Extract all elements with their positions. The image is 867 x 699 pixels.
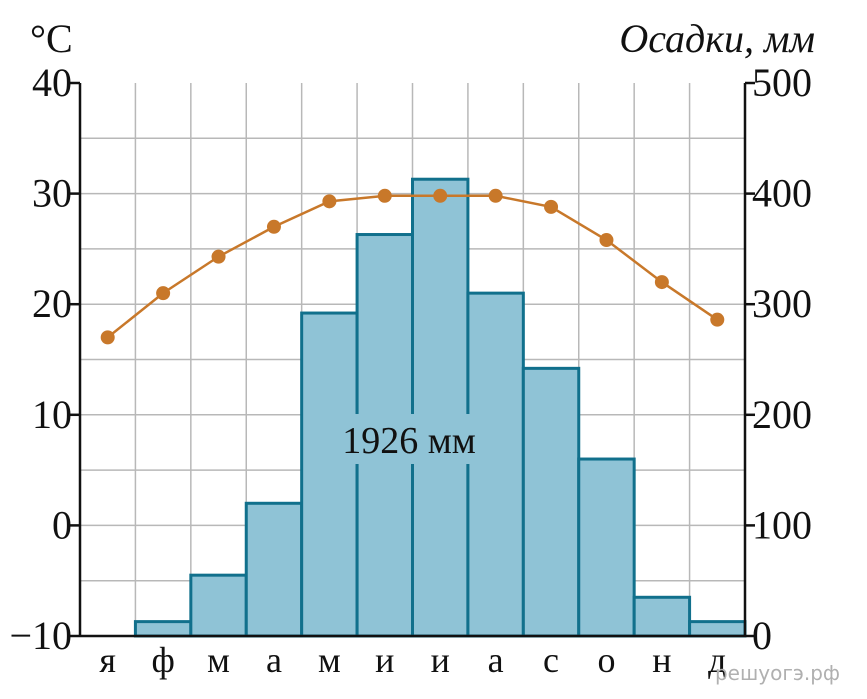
precipitation-bar — [688, 620, 747, 638]
month-label: я — [99, 640, 116, 680]
month-label: ф — [151, 640, 174, 680]
month-label: м — [207, 640, 230, 680]
month-label: с — [543, 640, 559, 680]
precipitation-bar — [300, 311, 359, 638]
temperature-tick-label: 10 — [32, 392, 72, 437]
precipitation-bar — [133, 620, 193, 638]
temperature-line — [100, 188, 725, 345]
precipitation-bar — [632, 595, 692, 638]
month-label: и — [431, 640, 450, 680]
temperature-point — [544, 199, 559, 214]
temperature-curve — [106, 194, 718, 339]
temperature-point — [599, 233, 614, 248]
precipitation-bars — [133, 177, 747, 638]
month-label: и — [375, 640, 394, 680]
temperature-point — [654, 275, 669, 290]
precipitation-bar — [577, 457, 636, 638]
precipitation-tick-label: 300 — [752, 281, 812, 326]
annotation-background — [333, 414, 485, 464]
precipitation-bar — [466, 291, 525, 638]
watermark: решуогэ.рф — [715, 661, 840, 685]
temperature-tick-label: 30 — [32, 171, 72, 216]
temperature-point — [433, 188, 448, 203]
month-label: а — [488, 640, 504, 680]
temperature-point — [322, 194, 337, 209]
temperature-tick-label: 20 — [32, 281, 72, 326]
precipitation-axis-label: Осадки, мм — [619, 16, 815, 61]
precipitation-bar — [244, 501, 304, 638]
temperature-tick-label: 0 — [52, 502, 72, 547]
temperature-tick-label: −10 — [9, 613, 72, 658]
temperature-tick-label: 40 — [32, 60, 72, 105]
temperature-point — [710, 312, 725, 327]
month-label: н — [652, 640, 671, 680]
precipitation-tick-label: 200 — [752, 392, 812, 437]
temperature-axis-label: °C — [30, 16, 73, 61]
precipitation-bar — [411, 177, 470, 638]
month-label: о — [597, 640, 615, 680]
precipitation-tick-label: 400 — [752, 171, 812, 216]
temperature-point — [488, 188, 503, 203]
temperature-point — [211, 249, 226, 264]
precipitation-bar — [521, 366, 581, 638]
month-label: д — [708, 640, 726, 680]
month-label: а — [266, 640, 282, 680]
precipitation-tick-label: 100 — [752, 502, 812, 547]
temperature-point — [100, 330, 115, 345]
total-precipitation-label: 1926 мм — [342, 420, 476, 462]
axes — [70, 81, 755, 638]
temperature-point — [377, 188, 392, 203]
precipitation-tick-label: 500 — [752, 60, 812, 105]
month-label: м — [318, 640, 341, 680]
temperature-point — [266, 219, 281, 234]
precipitation-tick-label: 0 — [752, 613, 772, 658]
temperature-point — [156, 286, 171, 301]
precipitation-bar — [189, 573, 248, 638]
